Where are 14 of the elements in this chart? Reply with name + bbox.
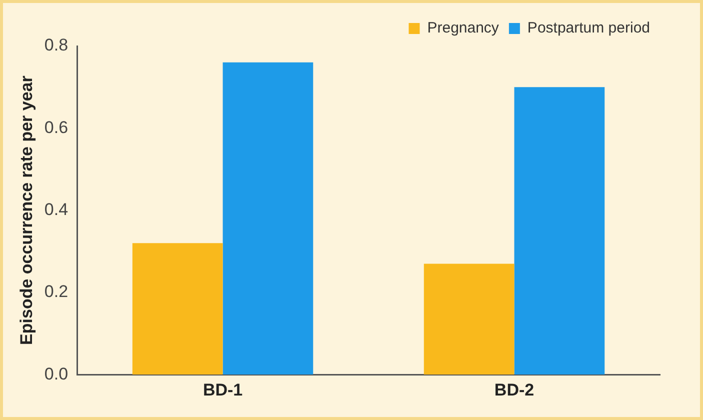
- bar: [222, 62, 314, 375]
- y-tick-label: 0.8: [44, 36, 68, 55]
- y-tick-label: 0.2: [44, 282, 68, 302]
- bar: [514, 87, 605, 375]
- x-tick-label: BD-2: [494, 380, 534, 400]
- legend-label: Postpartum period: [527, 20, 650, 37]
- bar: [424, 264, 514, 375]
- bar: [132, 243, 223, 375]
- x-tick-label: BD-1: [202, 380, 243, 400]
- y-tick-label: 0.6: [44, 118, 68, 137]
- y-axis-title: Episode occurrence rate per year: [16, 75, 36, 345]
- y-tick-label: 0.4: [44, 200, 68, 219]
- y-tick-label: 0.0: [44, 364, 68, 384]
- legend-label: Pregnancy: [427, 20, 500, 37]
